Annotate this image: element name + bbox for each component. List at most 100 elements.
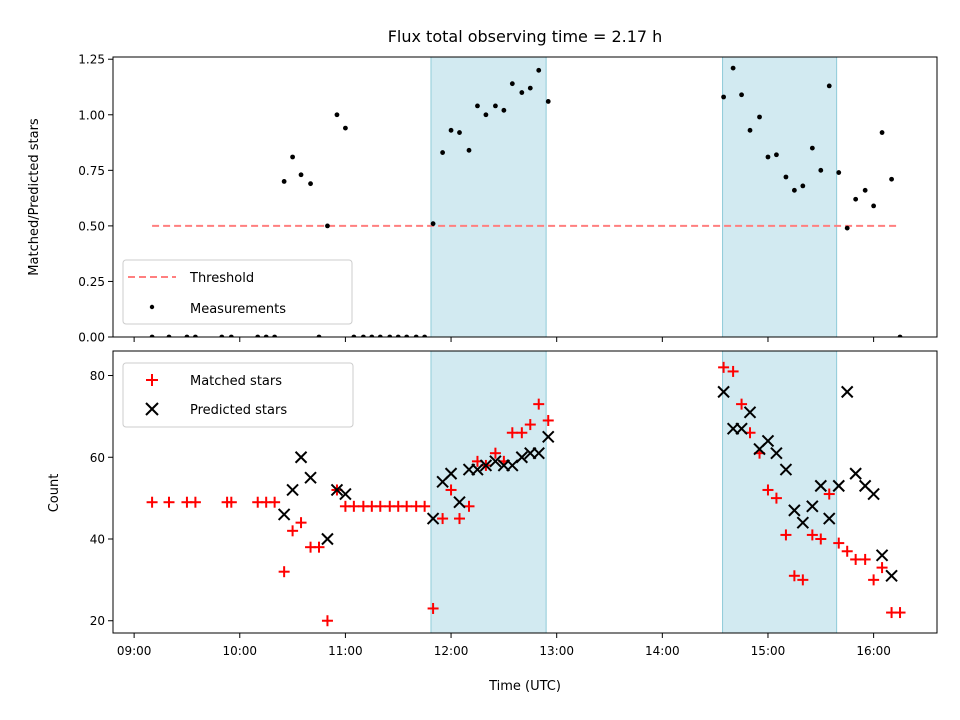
legend-box [122, 259, 353, 325]
y-tick-label: 0.75 [78, 164, 105, 178]
observing-window-shading [430, 350, 838, 634]
legend-matched-label: Matched stars [190, 374, 282, 389]
matched-star-point [506, 427, 518, 439]
measurement-point [836, 170, 842, 175]
x-stroke-b [479, 459, 493, 472]
measurement-point [395, 334, 401, 337]
matched-star-point [806, 529, 818, 541]
measurement-point [519, 90, 525, 95]
matched-star-point [321, 615, 333, 627]
matched-star-point [313, 541, 325, 553]
measurement-point [263, 334, 269, 337]
legend-matched-swatch [146, 374, 158, 386]
matched-star-point [533, 398, 545, 410]
measurement-point [730, 65, 736, 71]
x-stroke-b [885, 569, 898, 582]
measurement-point [334, 112, 340, 118]
matched-star-point [833, 537, 845, 549]
measurement-point [290, 154, 295, 160]
predicted-star-point [277, 508, 291, 521]
x-stroke-b [735, 422, 748, 435]
measurement-point [509, 81, 515, 87]
measurement-point [739, 92, 744, 98]
measurement-point [343, 125, 348, 131]
matched-star-point [823, 488, 835, 500]
x-stroke-b [515, 451, 529, 464]
y-tick-label: 20 [90, 614, 105, 628]
measurement-point [457, 130, 462, 135]
predicted-star-point [770, 446, 783, 460]
matched-star-point [788, 570, 800, 582]
shaded-interval-1 [430, 350, 547, 634]
predicted-star-point [885, 569, 898, 582]
y-tick-label: 40 [90, 533, 105, 547]
x-tick-label: 12:00 [434, 644, 469, 658]
predicted-star-point [453, 496, 466, 509]
measurement-point [765, 154, 771, 160]
matched-star-point [427, 602, 439, 614]
panel-ratio: 0.00 0.25 0.50 0.75 1.00 1.25 Matched/Predict… [27, 53, 938, 345]
ratio-axes-frame [112, 56, 938, 338]
matched-star-point [225, 496, 237, 508]
matched-star-point [894, 607, 906, 619]
x-stroke-b [294, 451, 308, 464]
predicted-star-point [471, 463, 484, 476]
measurement-point [774, 152, 779, 158]
matched-star-point [859, 553, 871, 565]
y-axis-label-ratio: Matched/Predicted stars [27, 118, 42, 276]
x-tick-label: 10:00 [222, 644, 257, 658]
shaded-interval-2 [722, 56, 838, 338]
matched-star-point [269, 496, 281, 508]
legend-count: Matched stars Predicted stars [122, 362, 354, 428]
x-stroke-b [796, 516, 810, 529]
x-stroke-b [286, 483, 299, 497]
matched-star-point [815, 533, 827, 545]
measurement-point [448, 127, 454, 133]
measurement-point [791, 187, 797, 193]
legend-ratio: Threshold Measurements [122, 259, 353, 325]
measurement-point [493, 103, 498, 109]
matched-star-point [163, 496, 175, 508]
x-stroke-b [875, 549, 889, 562]
measurement-point [889, 176, 894, 182]
measurement-point [387, 334, 393, 337]
matched-star-point [454, 513, 466, 525]
predicted-star-point [515, 451, 529, 464]
x-stroke-b [770, 446, 783, 460]
x-stroke-b [840, 385, 854, 399]
y-axis-label-count: Count [47, 474, 62, 513]
measurement-point [193, 334, 198, 337]
matched-star-point [348, 500, 360, 512]
legend-box [122, 362, 354, 428]
predicted-star-point [814, 479, 828, 493]
measurement-point [879, 130, 885, 135]
predicted-star-point [849, 467, 862, 480]
y-tick-label: 1.25 [78, 53, 105, 67]
matched-star-point [419, 500, 431, 512]
y-tick-label: 0.25 [78, 275, 105, 289]
count-axes-frame [112, 350, 938, 634]
measurement-point [430, 221, 436, 227]
predicted-star-point [444, 467, 458, 480]
measurement-point [545, 99, 551, 104]
measurement-point [747, 127, 753, 133]
matched-star-point [295, 517, 307, 529]
x-tick-label: 16:00 [856, 644, 891, 658]
x-stroke-b [330, 483, 344, 497]
legend-measurements-swatch [149, 304, 155, 310]
x-stroke-b [304, 471, 317, 484]
x-stroke-b [532, 446, 545, 460]
predicted-star-point [832, 479, 845, 493]
predicted-star-point [479, 459, 493, 472]
predicted-star-point [823, 512, 836, 525]
predicted-star-point [304, 471, 317, 484]
x-stroke-b [743, 406, 757, 419]
matched-star-point [762, 484, 774, 496]
x-stroke-b [849, 467, 862, 480]
matched-star-point [542, 414, 554, 426]
x-stroke-b [453, 496, 466, 509]
ratio-plot-area [149, 65, 903, 337]
measurement-point [862, 187, 868, 193]
predicted-star-point [339, 487, 352, 501]
